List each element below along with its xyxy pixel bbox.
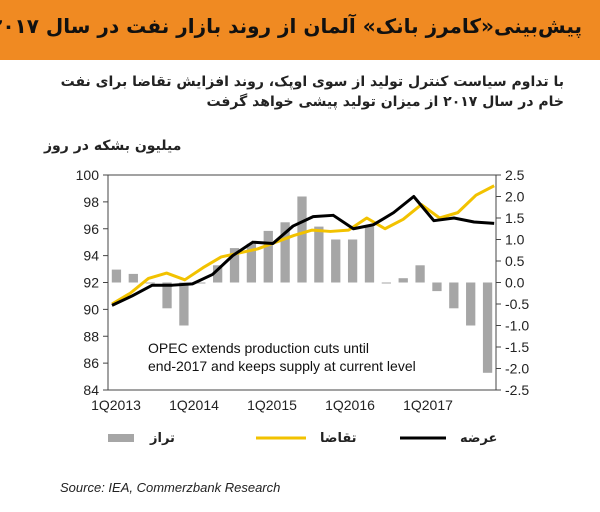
right-tick-label: -2.5 (505, 382, 529, 398)
unit-label: میلیون بشکه در روز (44, 138, 182, 154)
left-tick-label: 100 (76, 167, 100, 183)
balance-bar (263, 230, 273, 283)
balance-bar (449, 282, 459, 309)
supply-line (111, 195, 495, 307)
balance-bar (179, 282, 189, 326)
x-tick-label: 1Q2016 (325, 397, 375, 413)
right-tick-label: 2.0 (505, 189, 525, 205)
balance-bar (432, 282, 442, 292)
right-tick-label: 1.5 (505, 210, 525, 226)
x-tick-label: 1Q2014 (169, 397, 219, 413)
balance-bar (128, 273, 138, 283)
balance-bar (246, 243, 257, 283)
balance-bar (111, 269, 122, 283)
balance-bar (145, 282, 155, 284)
legend-label-supply: عرضه (460, 431, 498, 446)
balance-bar (415, 265, 425, 283)
balance-bar (331, 239, 341, 283)
balance-bar (297, 196, 307, 283)
left-tick-label: 90 (83, 301, 99, 317)
oil-market-chart: 84 86 88 90 92 94 96 98 100 2.5 2.0 1.5 1.0 0.5 0.0 -0.… (76, 167, 529, 442)
balance-bar (398, 278, 408, 283)
x-tick-label: 1Q2017 (403, 397, 453, 413)
left-tick-label: 86 (83, 355, 99, 371)
balance-bar (213, 265, 223, 283)
balance-bar (347, 239, 358, 283)
demand-line (111, 184, 495, 306)
x-tick-label: 1Q2013 (91, 397, 141, 413)
balance-bar (162, 282, 172, 309)
balance-bar (482, 282, 493, 373)
right-tick-label: 0.0 (505, 275, 525, 291)
left-tick-label: 84 (83, 382, 99, 398)
balance-bar (280, 222, 290, 283)
legend-label-balance: تراز (150, 431, 175, 446)
left-tick-label: 88 (83, 328, 99, 344)
left-tick-label: 92 (83, 275, 99, 291)
x-tick-label: 1Q2015 (247, 397, 297, 413)
balance-bar (381, 282, 391, 284)
balance-bar (196, 282, 206, 284)
right-tick-label: 0.5 (505, 253, 525, 269)
right-tick-label: -2.0 (505, 361, 529, 377)
right-tick-label: 1.0 (505, 232, 525, 248)
balance-bar (364, 226, 375, 283)
annotation-text: OPEC extends production cuts until (148, 340, 369, 356)
annotation-text: end-2017 and keeps supply at current lev… (148, 358, 416, 374)
source-note: Source: IEA, Commerzbank Research (60, 480, 281, 495)
left-tick-label: 94 (83, 248, 99, 264)
page-subtitle: با تداوم سیاست کنترل تولید از سوی اوپک، … (60, 74, 564, 110)
right-tick-label: -1.5 (505, 339, 529, 355)
balance-bar (229, 248, 240, 283)
legend-swatch-balance (108, 434, 134, 442)
balance-bar (314, 226, 324, 283)
left-tick-label: 96 (83, 221, 99, 237)
legend-label-demand: تقاضا (320, 431, 357, 446)
right-tick-label: -1.0 (505, 318, 529, 334)
right-tick-label: -0.5 (505, 296, 529, 312)
title-banner: پیش‌بینی«کامرز بانک» آلمان از روند بازار… (0, 0, 600, 60)
balance-bar (466, 282, 476, 326)
left-tick-label: 98 (83, 194, 99, 210)
page-title: پیش‌بینی«کامرز بانک» آلمان از روند بازار… (0, 14, 582, 38)
right-tick-label: 2.5 (505, 167, 525, 183)
